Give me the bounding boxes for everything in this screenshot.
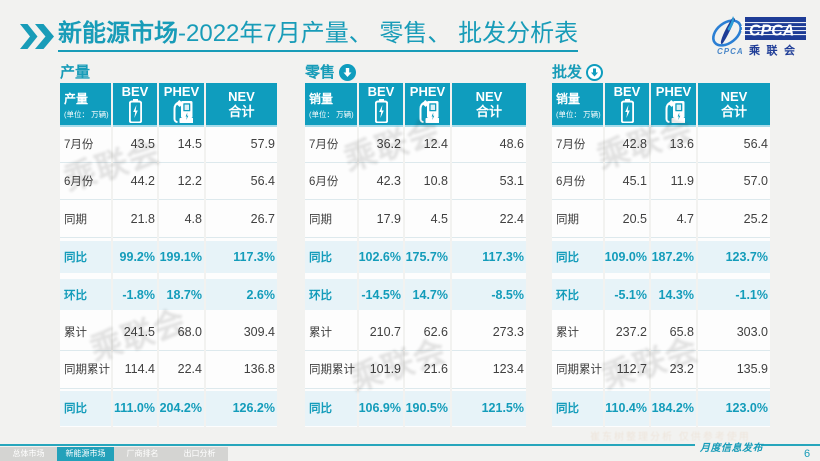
- svg-text:CPCA: CPCA: [717, 47, 744, 56]
- svg-text:CPCA: CPCA: [749, 23, 794, 40]
- svg-text:乘联会: 乘联会: [748, 43, 802, 57]
